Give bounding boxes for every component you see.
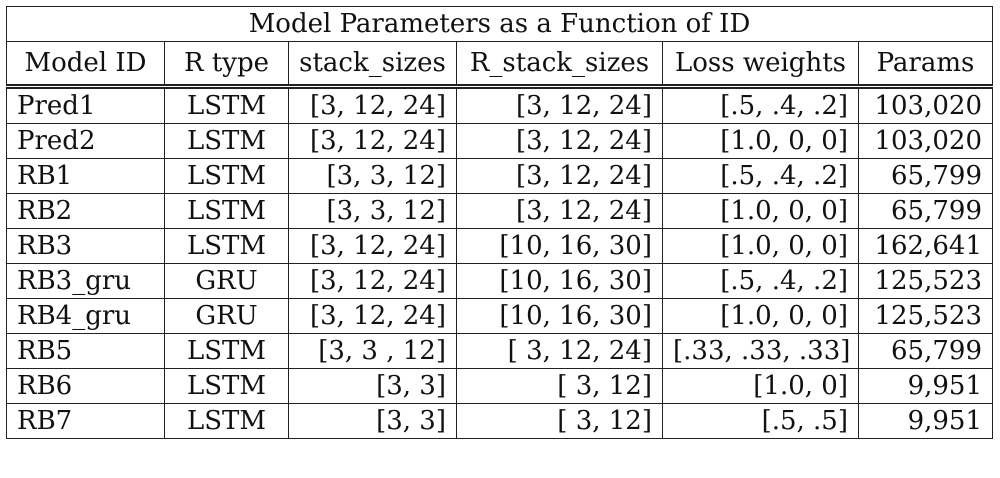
table-row: RB6 LSTM [3, 3][ 3, 12] [1.0, 0] 9,951 [6,368,993,404]
column-header-r-stack-sizes: R_stack_sizes [456,41,663,89]
cell-params: 65,799 [858,333,993,369]
cell-model-id: RB5 [6,333,165,369]
cell-stack-sizes: [3, 12, 24] [288,228,457,264]
cell-r-stack-sizes: [3, 12, 24] [456,86,663,124]
cell-stack-sizes: [3, 12, 24] [288,263,457,299]
cell-stack-sizes: [3, 12, 24] [288,123,457,159]
cell-model-id: Pred1 [6,86,165,124]
table-row: Pred2 LSTM [3, 12, 24] [3, 12, 24] [1.0, 0, … [6,123,993,159]
cell-loss-weights: [.5, .4, .2] [662,158,859,194]
cell-params: 162,641 [858,228,993,264]
cell-loss-weights: [.5, .5] [662,403,859,439]
cell-r-stack-sizes: [ 3, 12] [456,403,663,439]
table-row: RB1 LSTM [3, 3, 12] [3, 12, 24] [.5, .4, .2]… [6,158,993,194]
column-header-model-id: Model ID [6,41,165,89]
cell-model-id: RB2 [6,193,165,229]
table-row: RB7 LSTM [3, 3][ 3, 12] [.5, .5] 9,951 [6,403,993,439]
cell-r-type: LSTM [164,158,289,194]
cell-stack-sizes: [3, 3, 12] [288,158,457,194]
cell-r-type: GRU [164,298,289,334]
table-row: RB2 LSTM [3, 3, 12] [3, 12, 24] [1.0, 0, 0] 6… [6,193,993,229]
cell-params: 125,523 [858,263,993,299]
table-header: Model ID R type stack_sizes R_stack_size… [6,41,993,89]
cell-r-stack-sizes: [3, 12, 24] [456,158,663,194]
cell-loss-weights: [1.0, 0, 0] [662,193,859,229]
cell-loss-weights: [.33, .33, .33] [662,333,859,369]
cell-r-stack-sizes: [ 3, 12] [456,368,663,404]
cell-model-id: RB6 [6,368,165,404]
cell-stack-sizes: [3, 12, 24] [288,298,457,334]
cell-model-id: RB4_gru [6,298,165,334]
header-row: Model ID R type stack_sizes R_stack_size… [6,41,993,89]
cell-model-id: Pred2 [6,123,165,159]
column-header-stack-sizes: stack_sizes [288,41,457,89]
cell-params: 65,799 [858,193,993,229]
cell-loss-weights: [1.0, 0] [662,368,859,404]
cell-model-id: RB3 [6,228,165,264]
cell-r-type: LSTM [164,333,289,369]
cell-params: 9,951 [858,368,993,404]
cell-model-id: RB7 [6,403,165,439]
table-body: Pred1 LSTM [3, 12, 24] [3, 12, 24] [.5, .4, … [6,86,993,439]
cell-r-stack-sizes: [10, 16, 30] [456,263,663,299]
cell-loss-weights: [.5, .4, .2] [662,263,859,299]
column-header-loss-weights: Loss weights [662,41,859,89]
parameters-table: Model Parameters as a Function of ID Mod… [6,6,993,439]
table-row: RB3_gru GRU [3, 12, 24] [10, 16, 30] [.5, .4… [6,263,993,299]
cell-r-type: LSTM [164,368,289,404]
cell-stack-sizes: [3, 3 , 12] [288,333,457,369]
cell-stack-sizes: [3, 3, 12] [288,193,457,229]
cell-params: 9,951 [858,403,993,439]
cell-model-id: RB3_gru [6,263,165,299]
cell-loss-weights: [.5, .4, .2] [662,86,859,124]
table-container: Model Parameters as a Function of ID Mod… [6,6,993,439]
cell-stack-sizes: [3, 12, 24] [288,86,457,124]
column-header-r-type: R type [164,41,289,89]
table-row: RB4_gru GRU [3, 12, 24] [10, 16, 30] [1.0, 0… [6,298,993,334]
cell-model-id: RB1 [6,158,165,194]
cell-stack-sizes: [3, 3] [288,368,457,404]
cell-params: 65,799 [858,158,993,194]
table-row: Pred1 LSTM [3, 12, 24] [3, 12, 24] [.5, .4, … [6,86,993,124]
column-header-params: Params [858,41,993,89]
table-row: RB5 LSTM [3, 3 , 12][ 3, 12, 24] [.33, .33,… [6,333,993,369]
cell-r-stack-sizes: [3, 12, 24] [456,193,663,229]
cell-r-stack-sizes: [3, 12, 24] [456,123,663,159]
cell-loss-weights: [1.0, 0, 0] [662,123,859,159]
table-row: RB3 LSTM [3, 12, 24] [10, 16, 30] [1.0, 0, 0… [6,228,993,264]
cell-params: 103,020 [858,86,993,124]
cell-r-stack-sizes: [10, 16, 30] [456,298,663,334]
cell-params: 125,523 [858,298,993,334]
cell-r-stack-sizes: [ 3, 12, 24] [456,333,663,369]
cell-loss-weights: [1.0, 0, 0] [662,298,859,334]
cell-r-type: GRU [164,263,289,299]
cell-r-type: LSTM [164,86,289,124]
table-title: Model Parameters as a Function of ID [6,6,993,41]
cell-loss-weights: [1.0, 0, 0] [662,228,859,264]
cell-params: 103,020 [858,123,993,159]
cell-r-type: LSTM [164,193,289,229]
cell-r-type: LSTM [164,403,289,439]
cell-r-type: LSTM [164,228,289,264]
cell-r-type: LSTM [164,123,289,159]
cell-stack-sizes: [3, 3] [288,403,457,439]
cell-r-stack-sizes: [10, 16, 30] [456,228,663,264]
